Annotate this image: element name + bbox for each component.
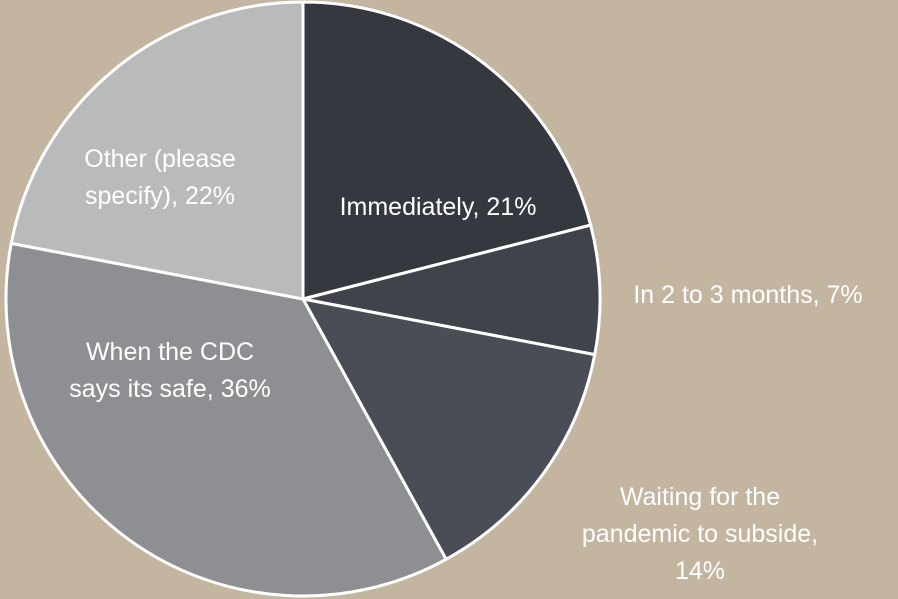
data-label: Waiting for the pandemic to subside, 14%: [582, 483, 818, 585]
pie-slice: [301, 0, 593, 301]
data-label-line: 14%: [675, 557, 725, 585]
pie-slice: [301, 297, 597, 561]
data-label-line: When the CDC: [86, 338, 254, 366]
data-label-line: In 2 to 3 months, 7%: [633, 281, 862, 309]
data-label-line: Waiting for the: [620, 483, 780, 511]
data-label-line: pandemic to subside,: [582, 520, 818, 548]
data-label-line: Immediately, 21%: [340, 193, 537, 221]
data-label-line: Other (please: [84, 145, 235, 173]
pie-slice: [301, 223, 602, 357]
data-label: Immediately, 21%: [340, 193, 537, 221]
data-label-line: specify), 22%: [85, 182, 235, 210]
data-label: In 2 to 3 months, 7%: [633, 281, 862, 309]
pie-slice: [9, 0, 305, 301]
data-label-line: says its safe, 36%: [69, 375, 270, 403]
pie-slice: [4, 241, 448, 598]
data-label: When the CDC says its safe, 36%: [69, 338, 270, 403]
data-label: Other (please specify), 22%: [84, 145, 235, 210]
